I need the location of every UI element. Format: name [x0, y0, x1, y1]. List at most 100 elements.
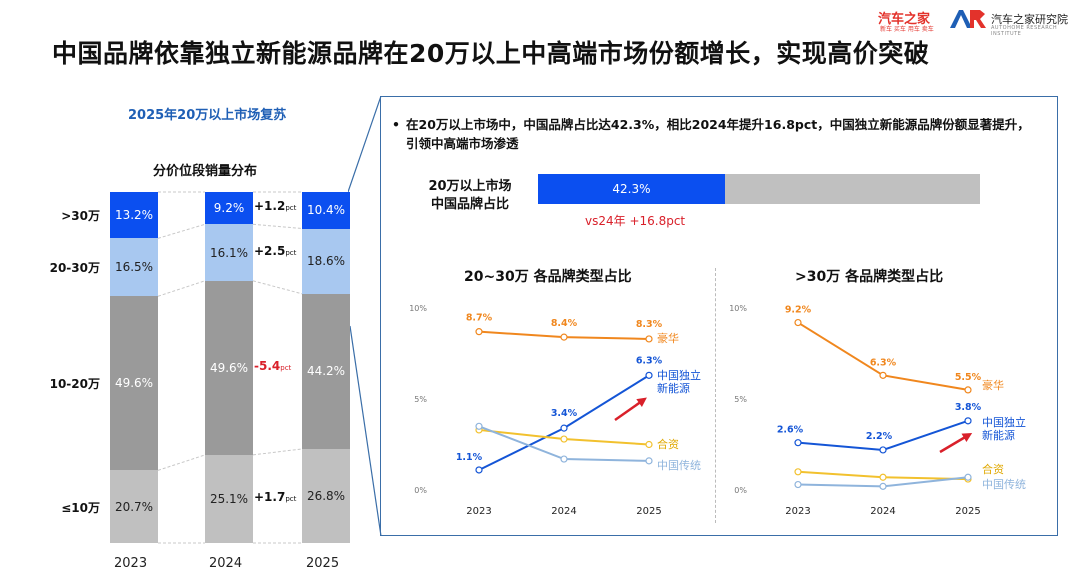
data-point: [964, 386, 972, 394]
stacked-chart-title: 分价位段销量分布: [153, 164, 258, 179]
data-point: [879, 482, 887, 490]
data-point: [879, 446, 887, 454]
y-tick-label: 10%: [409, 304, 427, 313]
x-tick-label: 2023: [785, 506, 810, 517]
data-point: [794, 439, 802, 447]
segment-delta-label: -5.4pct: [254, 358, 292, 373]
series-line: [797, 321, 969, 391]
stack-segment: 26.8%: [302, 448, 350, 543]
stack-segment: 13.2%: [110, 192, 158, 239]
data-point: [645, 371, 653, 379]
series-name-label: 中国传统: [657, 459, 701, 472]
series-name-label: 新能源: [657, 381, 690, 395]
data-point: [645, 440, 653, 449]
series-name-label: 合资: [982, 462, 1004, 476]
stack-segment: 44.2%: [302, 293, 350, 449]
data-point: [560, 333, 568, 341]
segment-delta-label: +1.7pct: [254, 489, 297, 504]
series-name-label: 豪华: [657, 331, 679, 345]
data-label: 3.8%: [955, 402, 982, 413]
data-label: 3.4%: [551, 408, 578, 419]
data-label: 2.2%: [866, 431, 893, 442]
china-share-label: 20万以上市场 中国品牌占比: [428, 179, 512, 212]
series-name-label: 中国独立: [982, 415, 1026, 429]
data-label: 6.3%: [870, 357, 897, 368]
series-name-label: 合资: [657, 437, 679, 451]
year-label: 2023: [114, 556, 148, 571]
x-tick-label: 2023: [466, 506, 491, 517]
y-tick-label: 0%: [414, 486, 427, 495]
series-name-label: 中国独立: [657, 368, 701, 382]
x-tick-label: 2024: [870, 506, 895, 517]
stack-segment: 16.5%: [110, 238, 158, 297]
insight-bullet: • 在20万以上市场中，中国品牌占比达42.3%，相比2024年提升16.8pc…: [392, 117, 1030, 151]
y-tick-label: 5%: [414, 395, 427, 404]
line-chart-1: 0% 5% 10% 2023 2024 2025 8.7% 8.4% 8.3%豪华 1.1% 3.4…: [409, 304, 701, 517]
data-label: 6.3%: [636, 355, 663, 366]
segment-row-label: ≤10万: [61, 500, 100, 515]
data-label: 5.5%: [955, 372, 982, 383]
research-institute-sub: AUTOHOME RESEARCH INSTITUTE: [991, 25, 1058, 37]
china-share-change: vs24年 +16.8pct: [585, 214, 686, 228]
data-label: 8.3%: [636, 319, 663, 330]
data-point: [475, 328, 483, 336]
panel-pointer: [348, 96, 382, 536]
data-point: [475, 466, 483, 474]
data-point: [964, 417, 972, 425]
segment-delta-label: +1.2pct: [254, 199, 297, 214]
series-name-label: 中国传统: [982, 478, 1026, 491]
data-point: [879, 371, 887, 379]
x-tick-label: 2024: [551, 506, 576, 517]
research-institute-logo-icon: [950, 10, 986, 28]
line-chart-2-title: >30万 各品牌类型占比: [795, 269, 944, 285]
data-label: 8.7%: [466, 313, 493, 324]
segment-connector: [157, 454, 206, 471]
segment-row-label: 20-30万: [49, 261, 100, 276]
year-label: 2025: [306, 556, 340, 571]
y-tick-label: 5%: [734, 395, 747, 404]
data-label: 1.1%: [456, 452, 483, 463]
stack-segment: 25.1%: [205, 454, 253, 543]
charts-divider: [715, 268, 716, 523]
segment-connector: [157, 223, 206, 239]
data-point: [879, 473, 887, 481]
data-label: 2.6%: [777, 425, 804, 436]
segment-row-label: 10-20万: [49, 377, 100, 392]
series-name-label: 新能源: [982, 428, 1015, 442]
data-point: [560, 435, 568, 443]
insight-panel: [380, 96, 1058, 536]
y-tick-label: 10%: [729, 304, 747, 313]
stack-segment: 16.1%: [205, 224, 253, 281]
trend-arrow-head-icon: [636, 397, 647, 407]
data-point: [794, 468, 802, 476]
stack-segment: 18.6%: [302, 228, 350, 294]
page-title: 中国品牌依靠独立新能源品牌在20万以上中高端市场份额增长，实现高价突破: [52, 39, 930, 68]
trend-arrow-icon: [614, 399, 643, 422]
data-point: [645, 457, 653, 465]
segment-row-label: >30万: [61, 209, 100, 224]
y-tick-label: 0%: [734, 486, 747, 495]
trend-arrow-icon: [939, 434, 968, 454]
data-point: [794, 318, 802, 327]
stack-segment: 20.7%: [110, 470, 158, 543]
stack-segment: 10.4%: [302, 192, 350, 229]
research-institute-name: 汽车之家研究院: [991, 13, 1068, 26]
left-subtitle: 2025年20万以上市场复苏: [128, 108, 287, 123]
data-point: [794, 480, 802, 489]
stacked-connectors: [157, 191, 303, 544]
data-point: [560, 424, 568, 432]
line-chart-1-title: 20~30万 各品牌类型占比: [464, 269, 632, 285]
autohome-logo: 汽车之家: [878, 12, 931, 27]
x-tick-label: 2025: [636, 506, 661, 517]
data-label: 8.4%: [551, 318, 578, 329]
data-label: 9.2%: [785, 305, 812, 316]
segment-connector: [252, 448, 303, 456]
trend-arrow-head-icon: [961, 432, 973, 442]
china-share-bar-fill: 42.3%: [538, 174, 725, 204]
x-tick-label: 2025: [955, 506, 980, 517]
segment-delta-label: +2.5pct: [254, 243, 297, 258]
stack-segment: 9.2%: [205, 192, 253, 225]
segment-connector: [157, 280, 206, 297]
data-point: [645, 335, 653, 343]
stack-segment: 49.6%: [110, 296, 158, 471]
